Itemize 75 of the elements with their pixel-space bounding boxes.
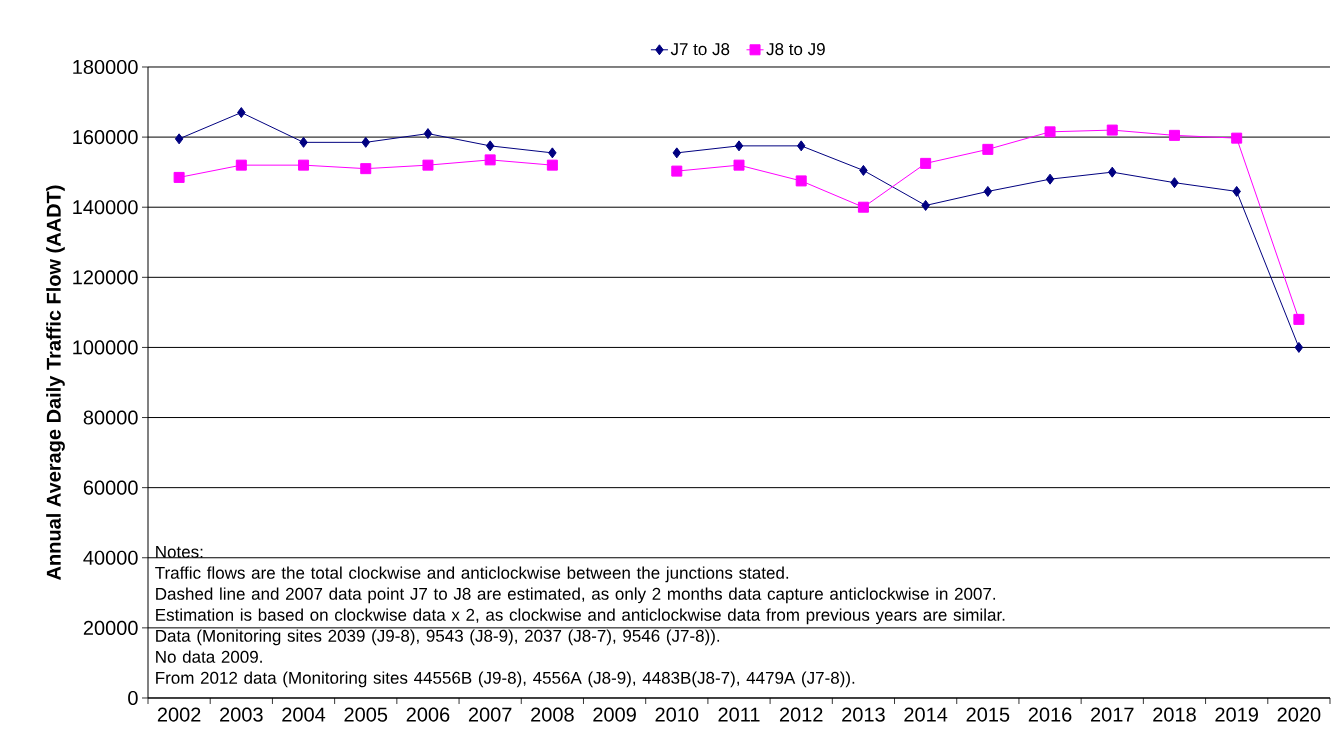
- point: [1231, 132, 1243, 144]
- point: [423, 128, 433, 140]
- point: [237, 107, 246, 119]
- x-tick-label: 2015: [966, 707, 1010, 722]
- point: [1294, 341, 1304, 353]
- point: [1170, 177, 1179, 189]
- y-tick-label: 140000: [73, 200, 138, 215]
- point: [1044, 126, 1056, 138]
- x-tick-label: 2006: [406, 707, 450, 722]
- y-tick-label: 40000: [83, 550, 138, 565]
- point: [484, 154, 496, 166]
- x-tick-label: 2019: [1215, 707, 1258, 722]
- x-tick-label: 2002: [157, 707, 201, 722]
- annotation: Traffic flows are the total clockwise and anticlockwise between the junctions stated.: [155, 566, 789, 583]
- point: [796, 140, 806, 152]
- point: [1293, 313, 1305, 325]
- annotation: Estimation is based on clockwise data x 2, as clockwise and anticlockwise data from previous years are similar.: [156, 608, 1005, 625]
- annotation: From 2012 data (Monitoring sites 44556B (J9-8), 4556A (J8-9), 4483B(J8-7), 4479A (J7-8)).: [156, 671, 855, 688]
- point: [1232, 185, 1241, 197]
- y-tick-label: 100000: [73, 340, 138, 355]
- point: [672, 147, 682, 159]
- annotation: Notes:: [156, 545, 203, 558]
- x-tick-label: 2003: [220, 707, 263, 722]
- annotation: Dashed line and 2007 data point J7 to J8 are estimated, as only 2 months data capture anticlockwise in 2007.: [156, 587, 996, 604]
- annotation: No data 2009.: [156, 650, 262, 663]
- x-tick-label: 2013: [842, 707, 885, 722]
- point: [859, 164, 868, 176]
- y-tick-label: 60000: [83, 480, 138, 495]
- x-tick-label: 2020: [1277, 707, 1321, 722]
- x-tick-label: 2018: [1153, 707, 1196, 722]
- point: [983, 185, 993, 197]
- x-tick-label: 2004: [282, 707, 326, 722]
- point: [1045, 173, 1055, 185]
- point: [733, 159, 745, 171]
- point: [235, 159, 247, 171]
- legend-label: J8 to J9: [766, 43, 825, 56]
- y-tick-label: 120000: [73, 270, 138, 285]
- x-tick-label: 2016: [1028, 707, 1072, 722]
- y-tick-label: 80000: [83, 410, 138, 425]
- y-axis-title: Annual Average Daily Traffic Flow (AADT): [46, 185, 65, 580]
- point: [1106, 124, 1118, 136]
- point: [360, 163, 372, 175]
- point: [734, 140, 744, 152]
- y-tick-label: 160000: [73, 130, 138, 145]
- point: [920, 157, 932, 169]
- point: [795, 175, 807, 187]
- point: [422, 159, 434, 171]
- point: [921, 199, 930, 211]
- point: [1168, 129, 1180, 141]
- point: [299, 136, 308, 148]
- y-tick-label: 0: [128, 690, 138, 706]
- x-tick-label: 2009: [593, 707, 636, 722]
- x-tick-label: 2008: [531, 707, 574, 722]
- x-tick-label: 2014: [904, 707, 948, 722]
- point: [174, 133, 184, 145]
- point: [982, 143, 994, 155]
- point: [671, 165, 683, 177]
- x-tick-label: 2017: [1091, 707, 1134, 722]
- x-tick-label: 2007: [468, 707, 512, 722]
- y-tick-label: 180000: [73, 59, 138, 75]
- legend-label: J7 to J8: [670, 43, 730, 56]
- x-tick-label: 2010: [655, 707, 699, 722]
- point: [857, 201, 869, 213]
- point: [485, 140, 495, 152]
- point: [546, 159, 558, 171]
- x-tick-label: 2011: [718, 707, 760, 722]
- point: [548, 147, 557, 159]
- annotation: Data (Monitoring sites 2039 (J9-8), 9543 (J8-9), 2037 (J8-7), 9546 (J7-8)).: [156, 629, 720, 646]
- point: [361, 136, 370, 148]
- point: [1108, 166, 1117, 178]
- x-tick-label: 2012: [779, 707, 823, 722]
- point: [298, 159, 310, 171]
- point: [173, 171, 185, 183]
- y-tick-label: 20000: [83, 620, 138, 635]
- x-tick-label: 2005: [344, 707, 388, 722]
